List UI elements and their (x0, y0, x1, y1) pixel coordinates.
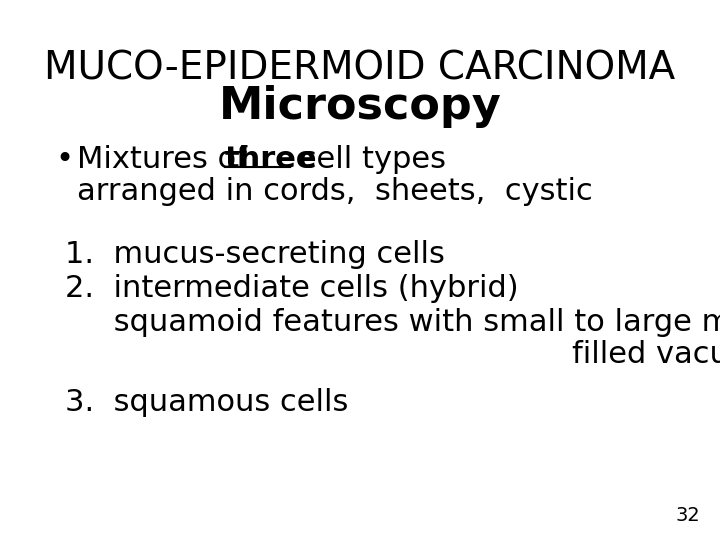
Text: arranged in cords,  sheets,  cystic: arranged in cords, sheets, cystic (77, 177, 593, 206)
Text: MUCO-EPIDERMOID CARCINOMA: MUCO-EPIDERMOID CARCINOMA (45, 50, 675, 88)
Text: filled vacuoles: filled vacuoles (65, 340, 720, 369)
Text: Microscopy: Microscopy (219, 85, 501, 128)
Text: 32: 32 (675, 506, 700, 525)
Text: 2.  intermediate cells (hybrid): 2. intermediate cells (hybrid) (65, 274, 518, 303)
Text: Mixtures of: Mixtures of (77, 145, 256, 174)
Text: squamoid features with small to large mucus-: squamoid features with small to large mu… (65, 308, 720, 337)
Text: cell types: cell types (290, 145, 446, 174)
Text: 3.  squamous cells: 3. squamous cells (65, 388, 348, 417)
Text: 1.  mucus-secreting cells: 1. mucus-secreting cells (65, 240, 445, 269)
Text: •: • (55, 145, 73, 174)
Text: three: three (225, 145, 318, 174)
